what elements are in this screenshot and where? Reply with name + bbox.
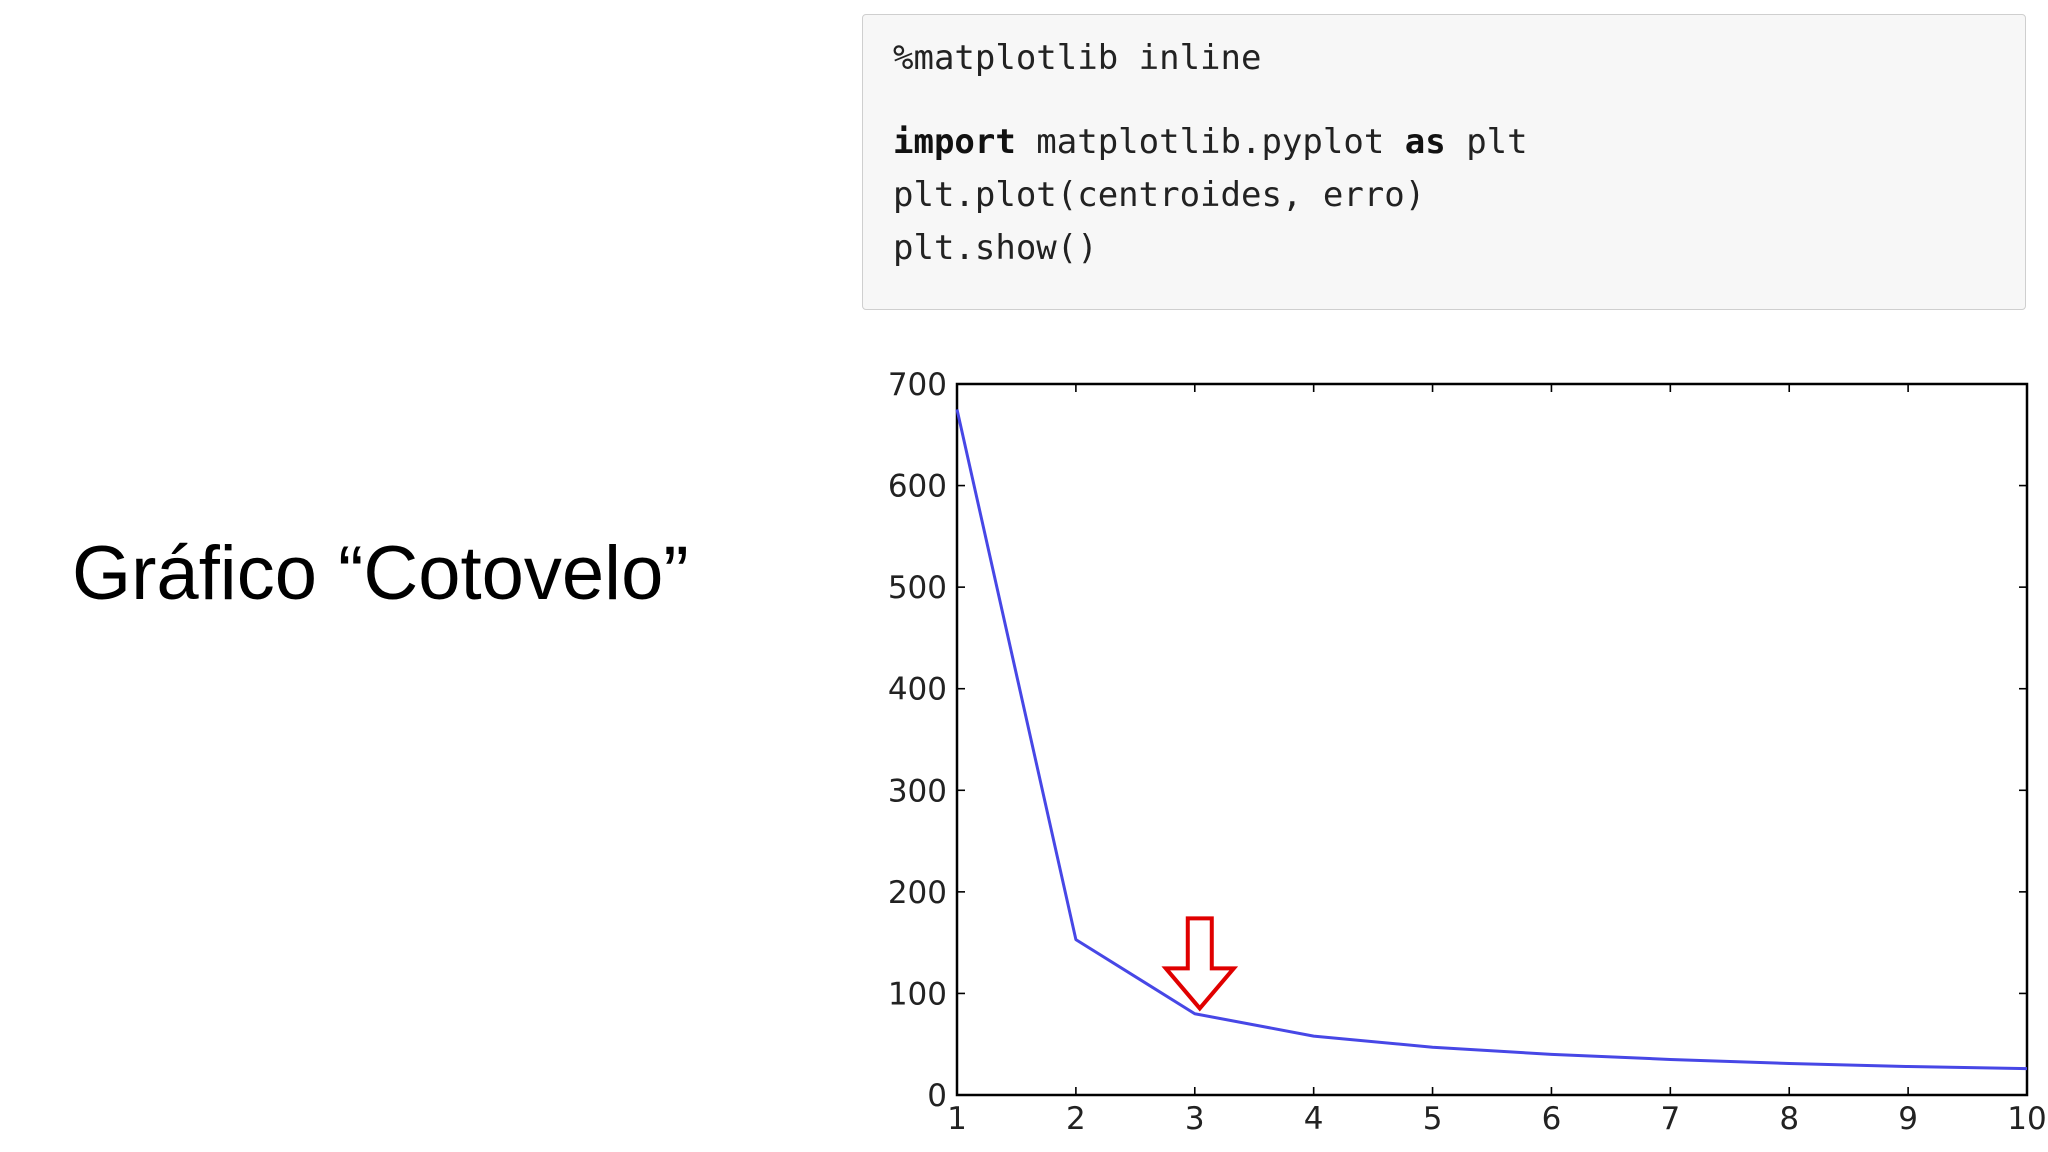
y-tick-label: 500	[888, 570, 947, 606]
code-cell[interactable]: %matplotlib inline import matplotlib.pyp…	[862, 14, 2026, 310]
y-tick-label: 0	[927, 1078, 947, 1114]
code-line-1: %matplotlib inline	[893, 38, 1262, 78]
code-keyword-import: import	[893, 122, 1016, 162]
x-tick-label: 2	[1066, 1101, 1086, 1137]
x-tick-label: 4	[1304, 1101, 1324, 1137]
x-tick-label: 8	[1779, 1101, 1799, 1137]
y-tick-label: 700	[888, 367, 947, 403]
x-tick-label: 6	[1542, 1101, 1562, 1137]
series-line	[955, 409, 2028, 1071]
plot-frame	[955, 382, 2029, 1097]
slide-title: Gráfico “Cotovelo”	[72, 531, 689, 616]
x-tick-label: 1	[947, 1101, 967, 1137]
code-keyword-as: as	[1404, 122, 1446, 162]
y-tick-label: 300	[888, 773, 947, 809]
code-line-3: plt.plot(centroides, erro)	[893, 175, 1426, 215]
x-tick-label: 5	[1423, 1101, 1443, 1137]
x-tick-label: 7	[1660, 1101, 1680, 1137]
code-line-2: import matplotlib.pyplot as plt	[893, 125, 1528, 159]
y-tick-label: 600	[888, 469, 947, 505]
x-tick-label: 3	[1185, 1101, 1205, 1137]
y-tick-label: 100	[888, 976, 947, 1012]
y-tick-label: 200	[888, 875, 947, 911]
y-tick-label: 400	[888, 672, 947, 708]
code-line-4: plt.show()	[893, 228, 1098, 268]
x-tick-label: 9	[1898, 1101, 1918, 1137]
code-alias: plt	[1445, 122, 1528, 162]
x-tick-label: 10	[2007, 1101, 2046, 1137]
code-module-name: matplotlib.pyplot	[1015, 122, 1405, 162]
annotation-arrow	[1161, 916, 1239, 1012]
